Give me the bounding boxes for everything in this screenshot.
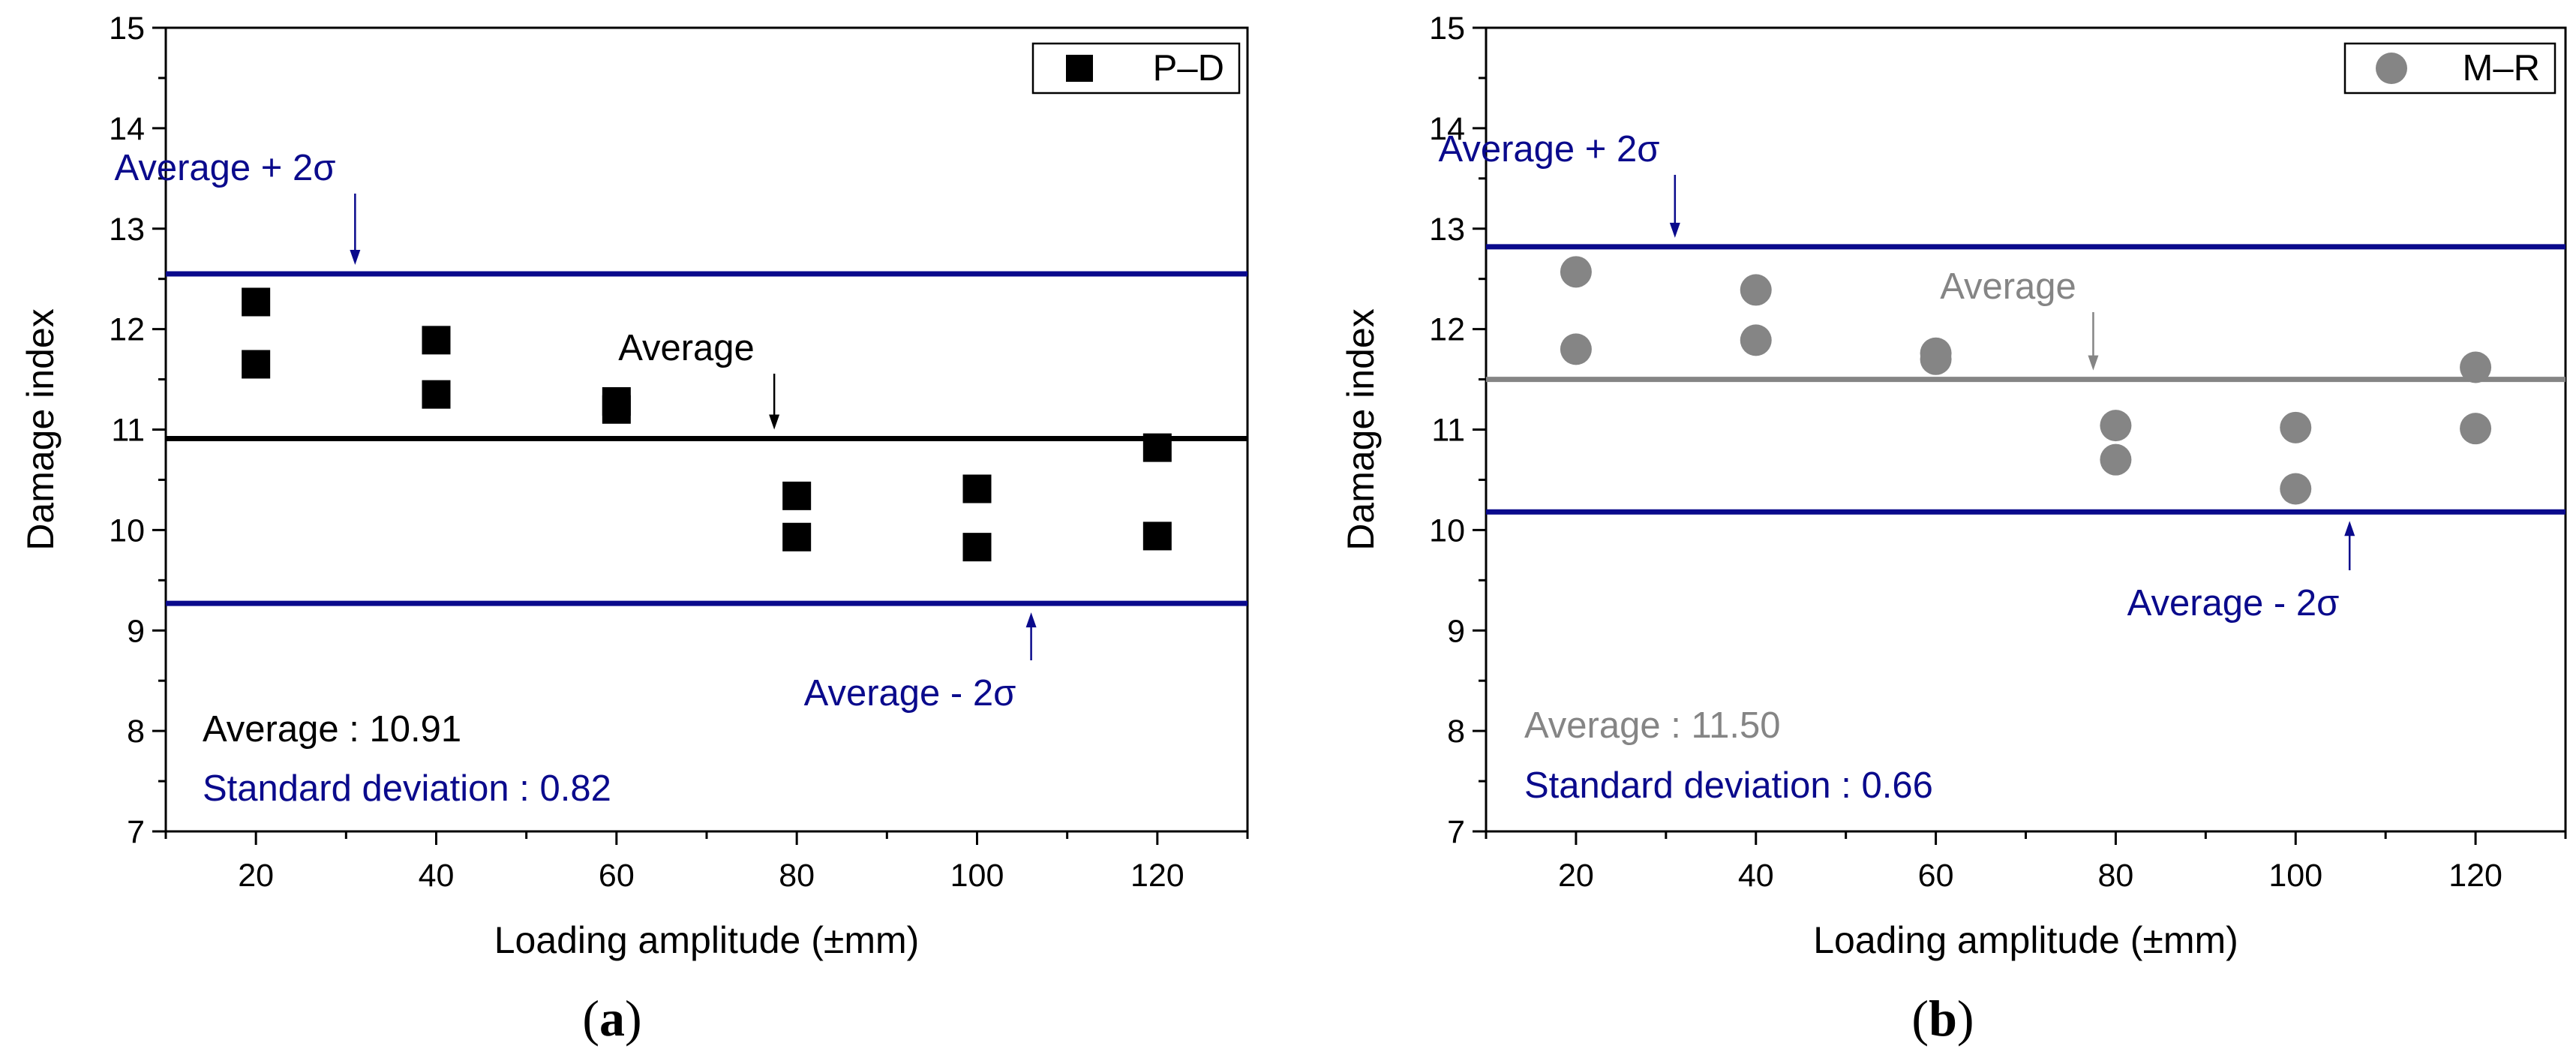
annotation-upper: Average + 2σ [115,148,336,188]
annotation-upper: Average + 2σ [1439,129,1660,170]
x-tick-label: 120 [1130,858,1184,894]
legend-marker [1066,55,1093,82]
annotation-arrow-head [2088,355,2099,371]
y-tick-label: 10 [1429,512,1465,549]
y-tick-label: 7 [1447,814,1465,850]
data-point [422,326,451,355]
y-tick-label: 12 [1429,312,1465,348]
x-tick-label: 40 [1738,858,1774,894]
x-tick-label: 60 [599,858,635,894]
annotation-middle: Average [618,328,755,368]
panel-label-paren: ( [1911,990,1929,1047]
standard-deviation-stat: Standard deviation : 0.66 [1524,765,1933,806]
y-tick-label: 13 [1429,212,1465,248]
data-point [1740,324,1772,356]
annotation-arrow-head [1025,612,1037,628]
data-point [1560,333,1592,365]
y-tick-label: 14 [1429,111,1465,147]
data-point [1920,343,1952,375]
data-point [2280,473,2312,505]
x-tick-label: 40 [419,858,455,894]
y-tick-label: 7 [127,814,145,850]
y-tick-label: 14 [109,111,145,147]
legend-label: M–R [2463,48,2540,89]
data-point [242,287,271,317]
y-tick-label: 11 [111,413,145,449]
annotation-lower: Average - 2σ [2127,583,2340,624]
x-tick-label: 80 [779,858,815,894]
data-point [602,395,631,424]
data-point [1142,521,1172,551]
x-tick-label: 20 [238,858,274,894]
standard-deviation-stat: Standard deviation : 0.82 [203,768,611,809]
annotation-middle: Average [1940,266,2076,307]
data-point [1142,433,1172,462]
x-tick-label: 120 [2448,858,2502,894]
panel-label-letter: b [1929,990,1957,1047]
annotation-arrow-head [2344,521,2355,537]
x-tick-label: 80 [2097,858,2133,894]
data-point [962,533,992,562]
legend-label: P–D [1153,48,1224,89]
data-point [1560,256,1592,288]
legend-marker [2376,53,2407,84]
panel-label-paren: ) [1957,990,1974,1047]
y-tick-label: 10 [109,512,145,549]
x-tick-label: 60 [1918,858,1954,894]
y-tick-label: 12 [109,312,145,348]
y-tick-label: 8 [1447,714,1465,750]
data-point [2460,351,2492,383]
y-tick-label: 8 [127,714,145,750]
data-point [2280,411,2312,443]
panel-label-letter: a [599,990,625,1047]
y-tick-label: 13 [109,212,145,248]
y-axis-title: Damage index [1340,308,1382,550]
x-tick-label: 100 [2268,858,2322,894]
chart-panel-b: 7 8 9 10 11 12 13 14 15 20 40 60 80 100 120 Loading amp… [1340,11,2567,1047]
annotation-arrow-head [769,414,780,430]
annotation-arrow-head [1669,222,1680,238]
panel-label: (b) [1911,990,1974,1047]
legend: P–D [1031,42,1241,95]
data-point [1740,274,1772,306]
x-axis-title: Loading amplitude (±mm) [1813,919,2238,961]
x-axis-title: Loading amplitude (±mm) [494,919,920,961]
y-tick-label: 15 [109,11,145,47]
data-point [422,380,451,409]
data-point [242,350,271,379]
data-point [2460,413,2492,445]
average-stat: Average : 11.50 [1524,705,1780,746]
panel-label-paren: ( [582,990,599,1047]
y-tick-label: 9 [1447,613,1465,649]
annotation-arrow-head [350,249,361,265]
chart-panel-a: 7 8 9 10 11 12 13 14 15 20 40 60 80 100 120 Loading amp… [20,11,1249,1047]
average-stat: Average : 10.91 [203,709,461,750]
y-tick-label: 11 [1431,413,1465,449]
data-point [962,474,992,503]
y-axis-title: Damage index [20,308,62,550]
legend: M–R [2343,42,2556,95]
y-tick-label: 9 [127,613,145,649]
data-point [782,522,812,552]
panel-label-paren: ) [625,990,642,1047]
panel-label: (a) [582,990,641,1047]
data-point [2100,410,2132,442]
annotation-lower: Average - 2σ [804,673,1016,714]
x-tick-label: 100 [950,858,1004,894]
data-point [2100,443,2132,476]
y-tick-label: 15 [1429,11,1465,47]
data-point [782,481,812,510]
x-tick-label: 20 [1558,858,1594,894]
